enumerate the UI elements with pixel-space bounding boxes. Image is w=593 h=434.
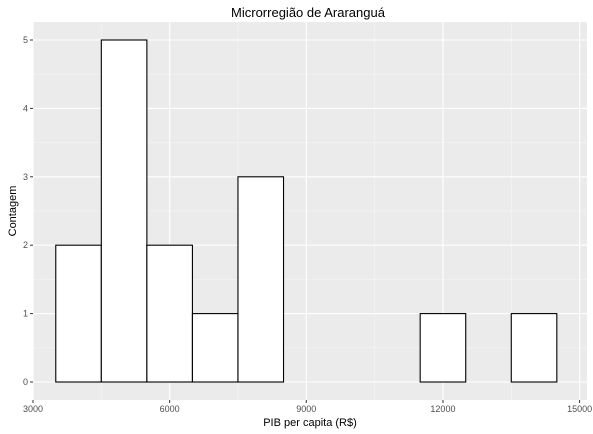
histogram-bar	[191, 313, 239, 383]
histogram-bar	[100, 39, 148, 383]
x-axis-title: PIB per capita (R$)	[263, 417, 357, 429]
chart-title: Microrregião de Araranguá	[231, 5, 386, 20]
y-tick-label: 1	[23, 309, 28, 319]
y-axis-ticks: 0 1 2 3 4 5	[23, 35, 33, 387]
y-tick-label: 5	[23, 35, 28, 45]
histogram-bar	[510, 313, 558, 383]
x-tick-label: 12000	[430, 404, 455, 414]
x-tick-label: 6000	[160, 404, 180, 414]
y-axis-title: Contagem	[7, 186, 19, 237]
x-axis-ticks: 3000 6000 9000 12000 15000	[23, 400, 592, 414]
histogram-bar	[55, 244, 102, 383]
x-tick-label: 15000	[567, 404, 592, 414]
x-tick-label: 3000	[23, 404, 43, 414]
y-tick-label: 3	[23, 172, 28, 182]
y-tick-label: 2	[23, 240, 28, 250]
x-tick-label: 9000	[296, 404, 316, 414]
histogram-bar	[419, 313, 467, 383]
histogram-bar	[237, 176, 285, 383]
histogram-bar	[146, 244, 193, 383]
bars-group	[55, 39, 558, 383]
y-tick-label: 0	[23, 377, 28, 387]
y-tick-label: 4	[23, 103, 28, 113]
